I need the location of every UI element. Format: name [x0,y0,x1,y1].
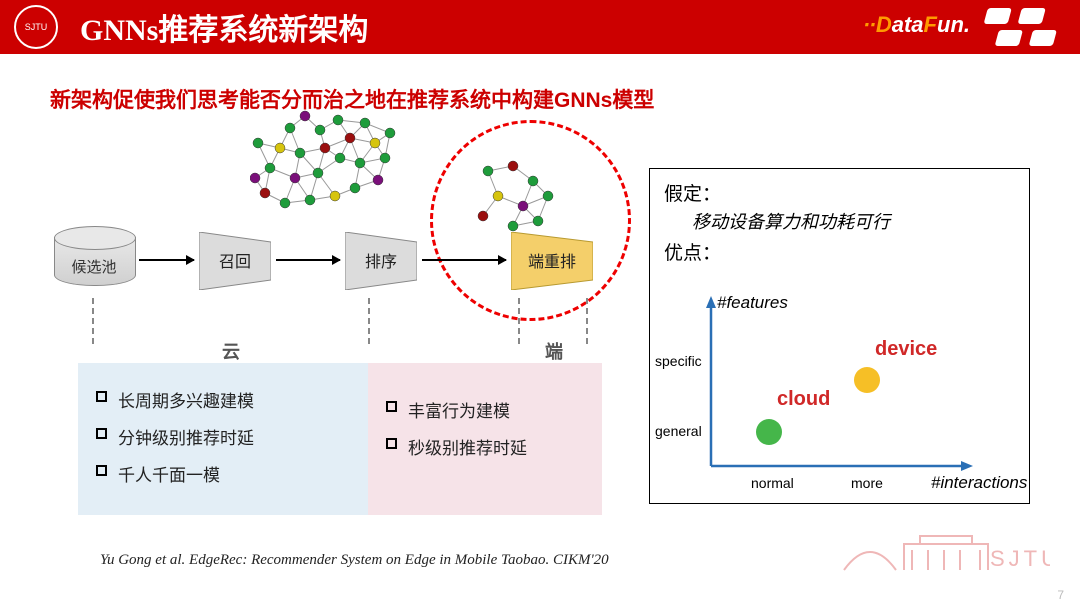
list-item: 分钟级别推荐时延 [96,424,350,449]
list-item: 丰富行为建模 [386,397,584,422]
arrow-3 [422,259,506,261]
brand-b: ata [892,12,924,37]
logo-text: SJTU [25,23,48,32]
brand-d: un. [937,12,970,37]
list-item: 长周期多兴趣建模 [96,387,350,412]
header-bar: SJTU GNNs推荐系统新架构 ∙∙DataFun. [0,0,1080,54]
graph-large-icon [250,108,410,218]
svg-text:general: general [655,423,702,439]
svg-text:device: device [875,338,937,360]
arrow-1 [139,259,194,261]
edge-section-label: 端 [545,338,563,364]
citation: Yu Gong et al. EdgeRec: Recommender Syst… [100,552,609,569]
assumption-heading: 假定： [664,179,1015,206]
list-item: 秒级别推荐时延 [386,434,584,459]
cloud-section-label: 云 [222,338,240,364]
dash-1 [92,298,94,344]
cloud-box: 长周期多兴趣建模分钟级别推荐时延千人千面一模 [78,363,368,515]
edge-bullets: 丰富行为建模秒级别推荐时延 [386,397,584,459]
list-item: 千人千面一模 [96,461,350,486]
edge-box: 丰富行为建模秒级别推荐时延 [368,363,602,515]
svg-text:SJTU: SJTU [990,546,1050,571]
sjtu-watermark: SJTU [840,530,1050,578]
stage-3-label: 端重排 [511,248,593,272]
datafun-logo: ∙∙DataFun. [864,12,970,38]
dash-3 [518,298,520,344]
pipeline: 候选池 召回 排序 端重排 [54,226,614,306]
sjtu-gate-icon: SJTU [840,530,1050,572]
brand-a: D [876,12,892,37]
svg-text:specific: specific [655,353,702,369]
scatter-chart: #features #interactions specific general nor… [649,260,1030,504]
slide-title: GNNs推荐系统新架构 [80,5,368,49]
header-decor-icon [980,0,1080,54]
source-label: 候选池 [54,256,134,277]
page-number: 7 [1057,588,1064,602]
univ-logo: SJTU [14,5,58,49]
svg-text:more: more [851,475,883,491]
stage-2-label: 排序 [345,248,417,272]
orange-dots-icon: ∙∙ [864,12,876,37]
svg-text:#features: #features [717,293,788,312]
arrow-2 [276,259,340,261]
cloud-bullets: 长周期多兴趣建模分钟级别推荐时延千人千面一模 [96,387,350,486]
assumption-text: 移动设备算力和功耗可行 [692,208,1015,234]
source-cylinder: 候选池 [54,226,134,296]
brand-c: F [924,12,937,37]
dash-4 [586,298,588,344]
stage-1-label: 召回 [199,248,271,272]
svg-text:normal: normal [751,475,794,491]
svg-text:#interactions: #interactions [931,473,1028,492]
cylinder-top [54,226,136,250]
dash-2 [368,298,370,344]
svg-text:cloud: cloud [777,388,830,410]
